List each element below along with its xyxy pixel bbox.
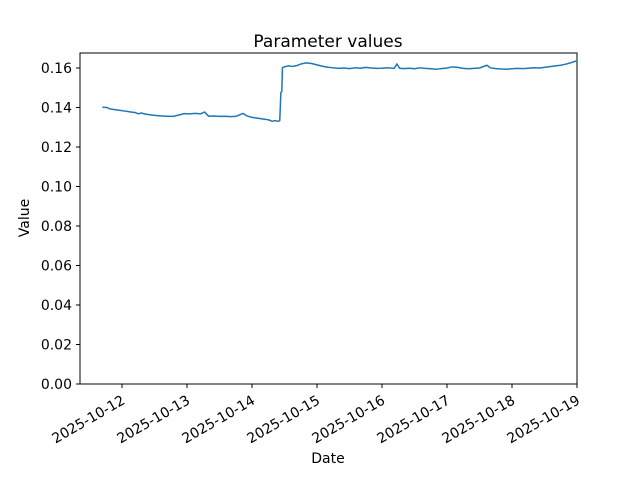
x-tick-label: 2025-10-18 [440, 393, 518, 448]
y-tick-label: 0.14 [41, 101, 72, 117]
x-tick-label: 2025-10-14 [180, 393, 259, 448]
x-tick-label: 2025-10-19 [505, 393, 583, 448]
y-tick-label: 0.02 [41, 338, 72, 354]
y-tick-label: 0.00 [41, 377, 72, 393]
x-tick-label: 2025-10-12 [50, 393, 128, 448]
y-tick-label: 0.12 [41, 140, 72, 156]
plot-area [79, 52, 578, 385]
y-axis-label: Value [17, 199, 33, 237]
y-axis-ticks: 0.00 0.02 0.04 0.06 0.08 0.10 0.12 0.14 0.16 [41, 61, 80, 393]
x-tick-label: 2025-10-17 [375, 393, 453, 448]
x-axis-ticks: 2025-10-122025-10-132025-10-142025-10-15… [50, 384, 583, 447]
y-tick-label: 0.04 [41, 298, 72, 314]
x-axis-label: Date [311, 451, 344, 467]
data-line [102, 59, 578, 123]
chart-title: Parameter values [253, 32, 402, 52]
x-tick-label: 2025-10-16 [310, 393, 389, 448]
x-tick-label: 2025-10-15 [245, 393, 323, 448]
y-tick-label: 0.10 [41, 180, 72, 196]
y-tick-label: 0.06 [41, 259, 72, 275]
y-tick-label: 0.16 [41, 61, 72, 77]
y-tick-label: 0.08 [41, 219, 72, 235]
x-tick-label: 2025-10-13 [115, 393, 193, 448]
